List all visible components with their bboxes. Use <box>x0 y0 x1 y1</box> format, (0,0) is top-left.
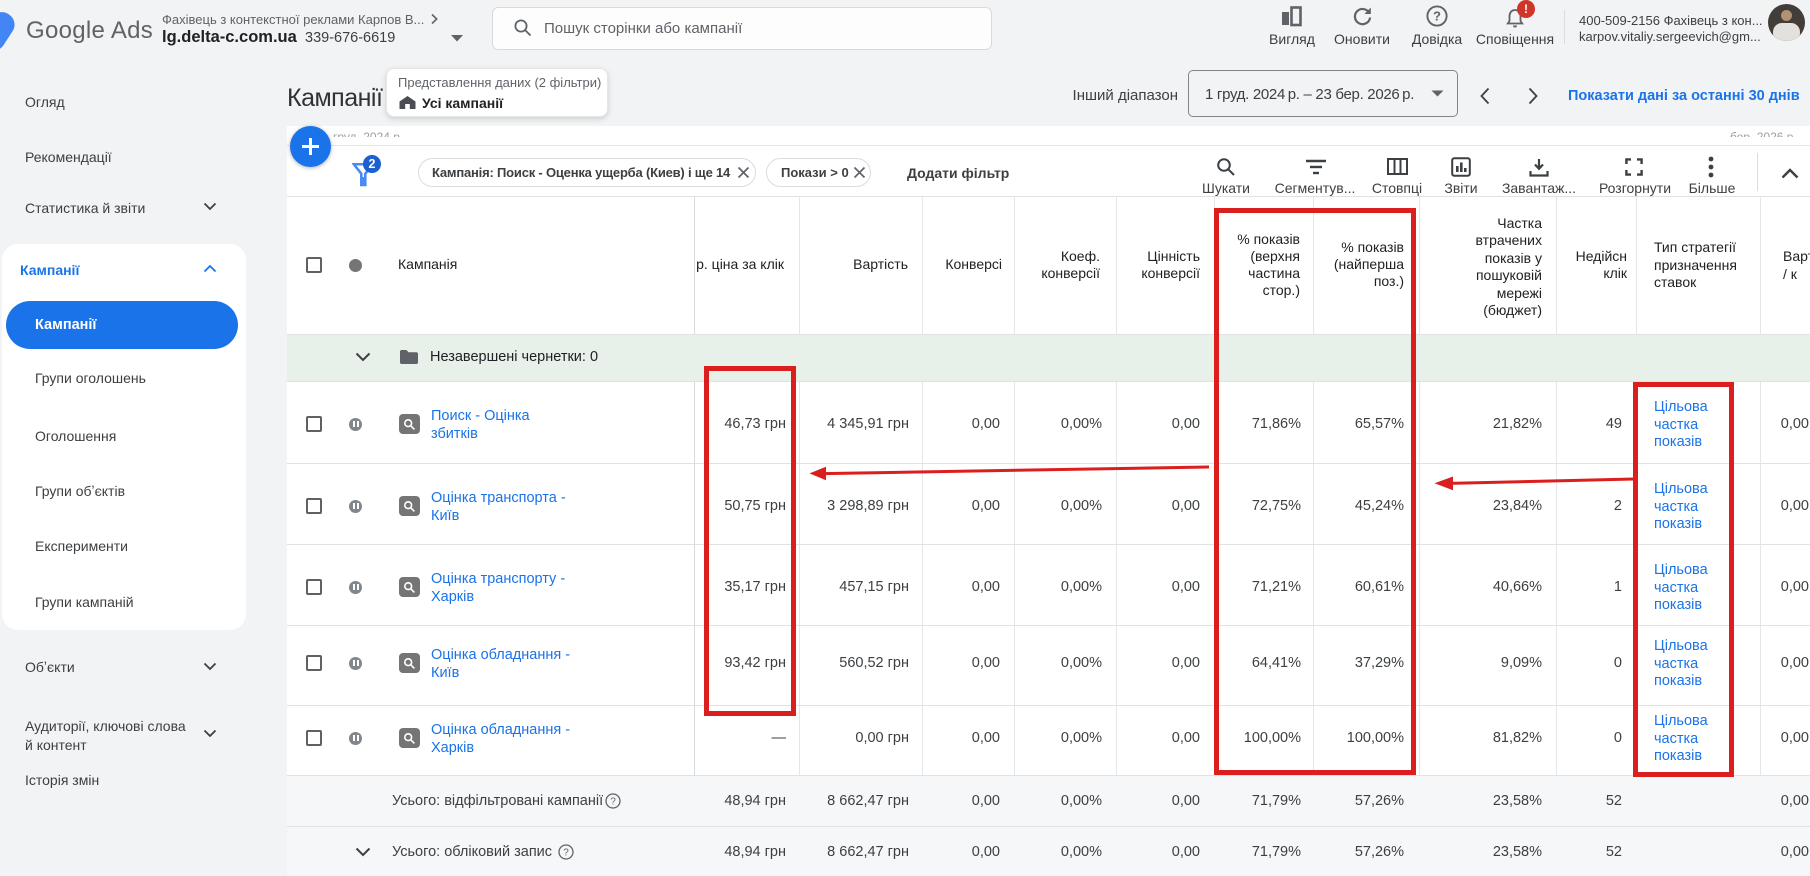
svg-text:?: ? <box>610 797 616 808</box>
svg-text:?: ? <box>563 848 569 859</box>
svg-text:?: ? <box>1433 9 1441 24</box>
